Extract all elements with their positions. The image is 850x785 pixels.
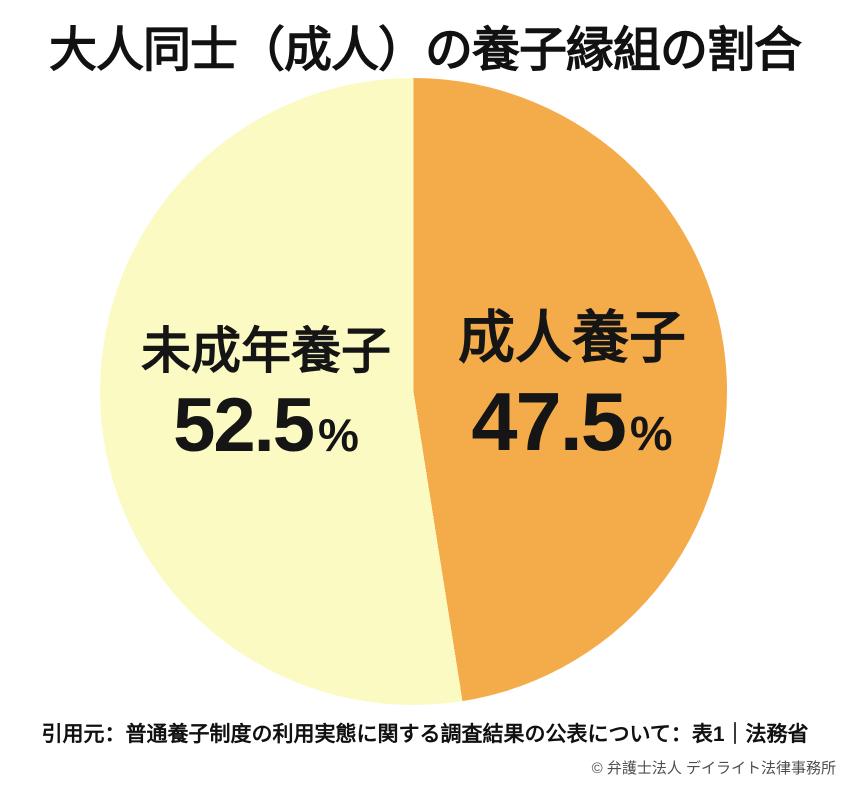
percent-sign-minor: % <box>318 409 359 461</box>
percent-sign-adult: % <box>629 408 673 461</box>
chart-title: 大人同士（成人）の養子縁組の割合 <box>48 24 802 77</box>
copyright-note: © 弁護士法人 デイライト法律事務所 <box>591 760 836 777</box>
slice-percent-number-adult: 47.5 <box>471 375 627 468</box>
slice-percent-number-minor: 52.5 <box>173 383 315 468</box>
pie-chart: 未成年養子 52.5% 成人養子 47.5% <box>100 78 727 705</box>
slice-value-adult-adoptee: 47.5% <box>458 380 686 463</box>
slice-name-adult-adoptee: 成人養子 <box>458 306 686 370</box>
source-note: 引用元：普通養子制度の利用実態に関する調査結果の公表について：表1｜法務省 <box>41 723 809 746</box>
slice-name-minor-adoptee: 未成年養子 <box>141 323 391 379</box>
slice-label-minor-adoptee: 未成年養子 52.5% <box>141 323 391 464</box>
slice-label-adult-adoptee: 成人養子 47.5% <box>458 306 686 464</box>
slice-value-minor-adoptee: 52.5% <box>141 388 391 464</box>
